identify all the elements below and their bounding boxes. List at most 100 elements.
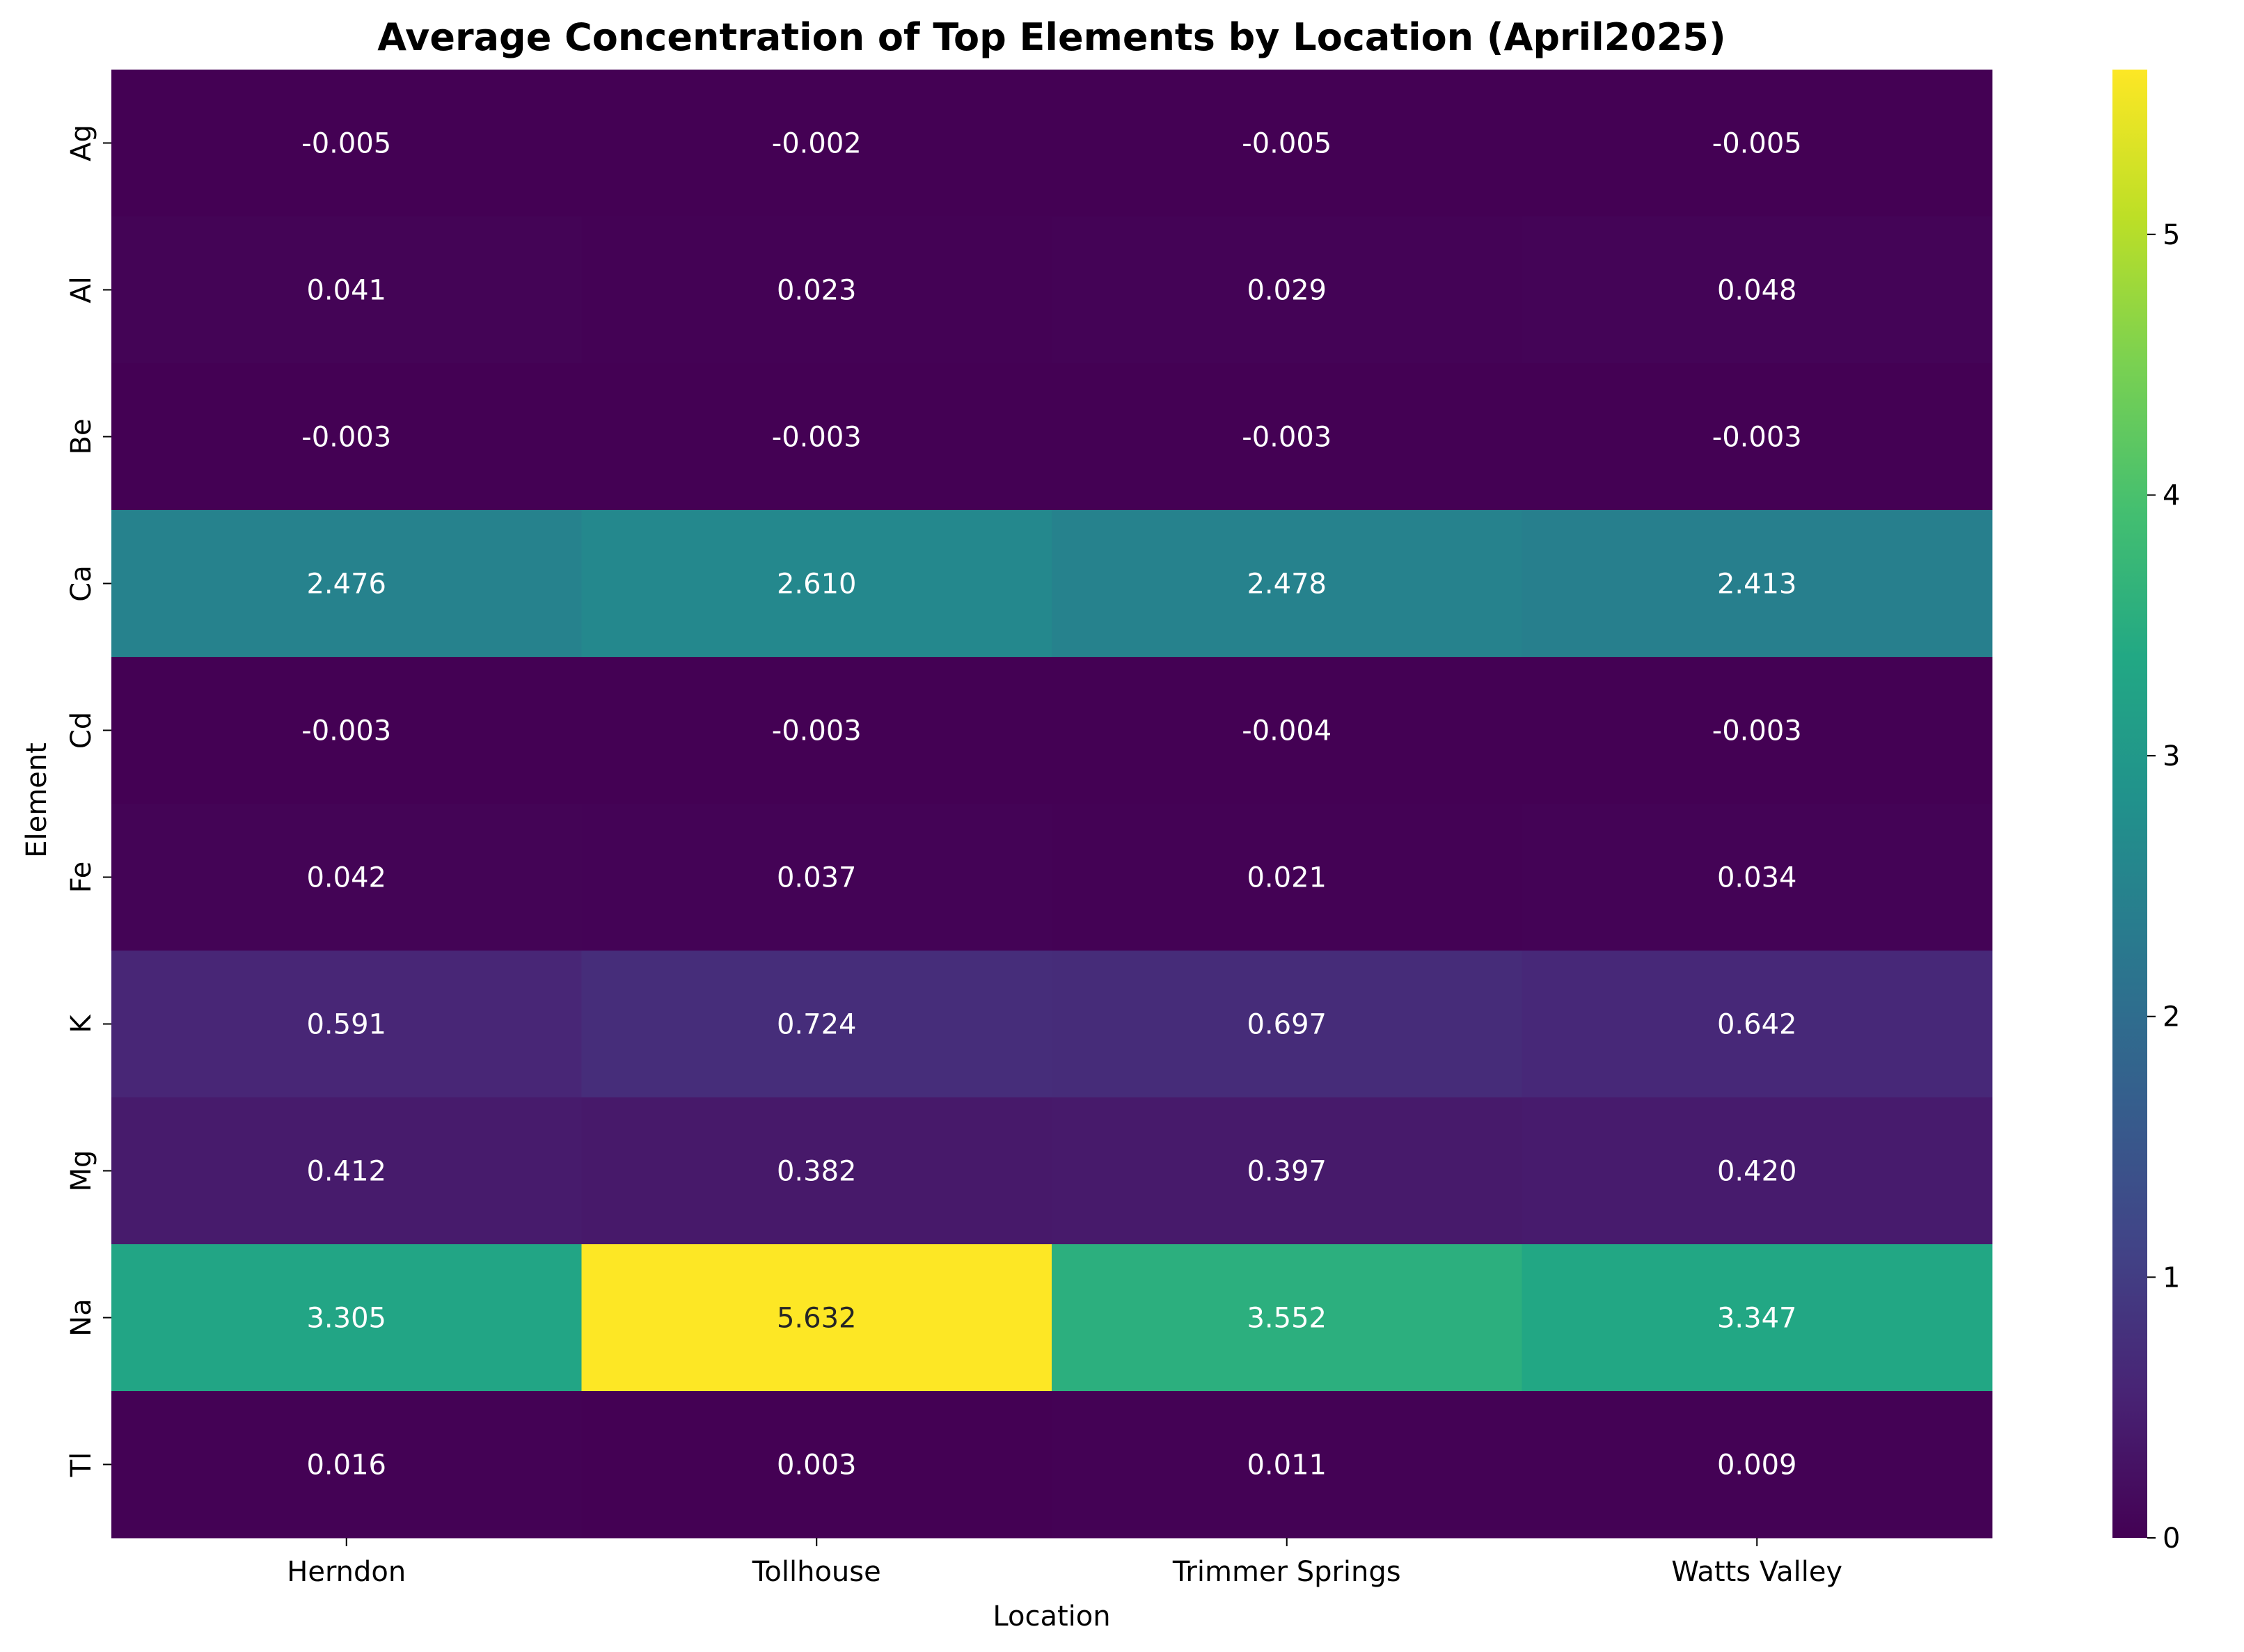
y-tick-label: K [65, 1014, 97, 1033]
cell-value-label: 2.476 [306, 569, 386, 601]
y-tick-label: Mg [65, 1150, 97, 1192]
heatmap-cell [581, 216, 1052, 364]
heatmap-cell [1052, 1391, 1522, 1539]
heatmap-cell [1052, 363, 1522, 511]
cell-value-label: -0.003 [301, 422, 391, 454]
cell-value-label: 0.021 [1247, 862, 1327, 894]
cell-value-label: 0.397 [1247, 1156, 1327, 1188]
heatmap-cell [1522, 216, 1993, 364]
heatmap-cell [1522, 363, 1993, 511]
heatmap-cell [1052, 1244, 1522, 1392]
colorbar-tick-label: 4 [2163, 479, 2180, 511]
cell-value-label: 0.037 [777, 862, 857, 894]
heatmap-cell [111, 804, 582, 951]
heatmap-cell [1052, 216, 1522, 364]
cell-value-label: 0.642 [1717, 1009, 1797, 1041]
heatmap-cells [111, 70, 1993, 1539]
heatmap-cell [111, 510, 582, 658]
heatmap-cell [111, 216, 582, 364]
y-tick-label: Ag [65, 125, 97, 161]
cell-value-label: 0.382 [777, 1156, 857, 1188]
heatmap-cell [1522, 1097, 1993, 1245]
heatmap-cell [1052, 951, 1522, 1098]
cell-value-label: -0.003 [301, 715, 391, 747]
heatmap-cell [1052, 657, 1522, 804]
heatmap-cell [1052, 510, 1522, 658]
heatmap-cell [111, 1244, 582, 1392]
x-tick-label: Herndon [287, 1556, 406, 1588]
cell-value-label: -0.005 [1712, 128, 1802, 160]
heatmap-cell [1522, 1391, 1993, 1539]
y-tick-label: Ca [65, 565, 97, 601]
x-axis: Herndon Tollhouse Trimmer Springs Watts Val… [287, 1538, 1842, 1588]
cell-value-label: 0.048 [1717, 275, 1797, 307]
cell-value-label: 3.552 [1247, 1303, 1327, 1335]
cell-value-label: 2.413 [1717, 569, 1797, 601]
heatmap-cell [1522, 804, 1993, 951]
y-tick-label: Al [65, 276, 97, 303]
y-tick-label: Tl [65, 1452, 97, 1478]
colorbar-tick-label: 3 [2163, 740, 2180, 772]
heatmap-cell [581, 804, 1052, 951]
y-axis: Ag Al Be Ca Cd Fe K Mg Na Tl [65, 125, 111, 1477]
cell-value-label: -0.002 [772, 128, 862, 160]
heatmap-cell [1052, 70, 1522, 217]
heatmap-cell [111, 363, 582, 511]
heatmap-cell [581, 657, 1052, 804]
heatmap-cell [581, 1244, 1052, 1392]
cell-value-label: 2.610 [777, 569, 857, 601]
cell-value-label: -0.003 [772, 422, 862, 454]
cell-value-label: 0.697 [1247, 1009, 1327, 1041]
cell-value-label: -0.003 [1242, 422, 1332, 454]
colorbar-tick-label: 1 [2163, 1262, 2180, 1294]
cell-value-label: 0.034 [1717, 862, 1797, 894]
heatmap-cell [581, 70, 1052, 217]
heatmap-cell [111, 657, 582, 804]
heatmap-cell [111, 951, 582, 1098]
y-axis-label: Element [21, 742, 53, 858]
cell-value-label: 0.042 [306, 862, 386, 894]
cell-value-label: -0.003 [772, 715, 862, 747]
cell-value-label: -0.005 [1242, 128, 1332, 160]
y-tick-label: Fe [65, 861, 97, 893]
cell-value-label: -0.003 [1712, 422, 1802, 454]
heatmap-cell [111, 70, 582, 217]
heatmap-cell [1522, 1244, 1993, 1392]
heatmap-cell [1052, 804, 1522, 951]
x-tick-label: Watts Valley [1671, 1556, 1842, 1588]
heatmap-cell [1052, 1097, 1522, 1245]
heatmap-cell [581, 510, 1052, 658]
colorbar-tick-label: 0 [2163, 1523, 2180, 1555]
cell-value-label: -0.004 [1242, 715, 1332, 747]
heatmap-cell [581, 363, 1052, 511]
y-tick-label: Na [65, 1298, 97, 1336]
heatmap-cell [581, 1391, 1052, 1539]
heatmap-cell [1522, 951, 1993, 1098]
cell-value-label: 0.011 [1247, 1450, 1327, 1482]
cell-value-label: 0.591 [306, 1009, 386, 1041]
heatmap-cell [1522, 70, 1993, 217]
x-tick-label: Trimmer Springs [1172, 1556, 1401, 1588]
cell-value-label: -0.005 [301, 128, 391, 160]
heatmap-cell [111, 1097, 582, 1245]
heatmap-cell-labels: -0.005 -0.002 -0.005 -0.005 0.041 0.023 0.029 0… [301, 128, 1801, 1482]
cell-value-label: 0.041 [306, 275, 386, 307]
cell-value-label: 2.478 [1247, 569, 1327, 601]
cell-value-label: 0.724 [777, 1009, 857, 1041]
cell-value-label: -0.003 [1712, 715, 1802, 747]
heatmap-cell [581, 1097, 1052, 1245]
chart-title: Average Concentration of Top Elements by… [377, 15, 1725, 59]
cell-value-label: 0.023 [777, 275, 857, 307]
cell-value-label: 0.412 [306, 1156, 386, 1188]
colorbar: 0 1 2 3 4 5 [2112, 70, 2180, 1555]
heatmap-cell [1522, 510, 1993, 658]
cell-value-label: 0.420 [1717, 1156, 1797, 1188]
cell-value-label: 3.347 [1717, 1303, 1797, 1335]
x-axis-label: Location [993, 1601, 1110, 1633]
heatmap-cell [1522, 657, 1993, 804]
heatmap-cell [581, 951, 1052, 1098]
colorbar-tick-label: 2 [2163, 1001, 2180, 1033]
colorbar-gradient [2112, 70, 2147, 1538]
cell-value-label: 0.009 [1717, 1450, 1797, 1482]
